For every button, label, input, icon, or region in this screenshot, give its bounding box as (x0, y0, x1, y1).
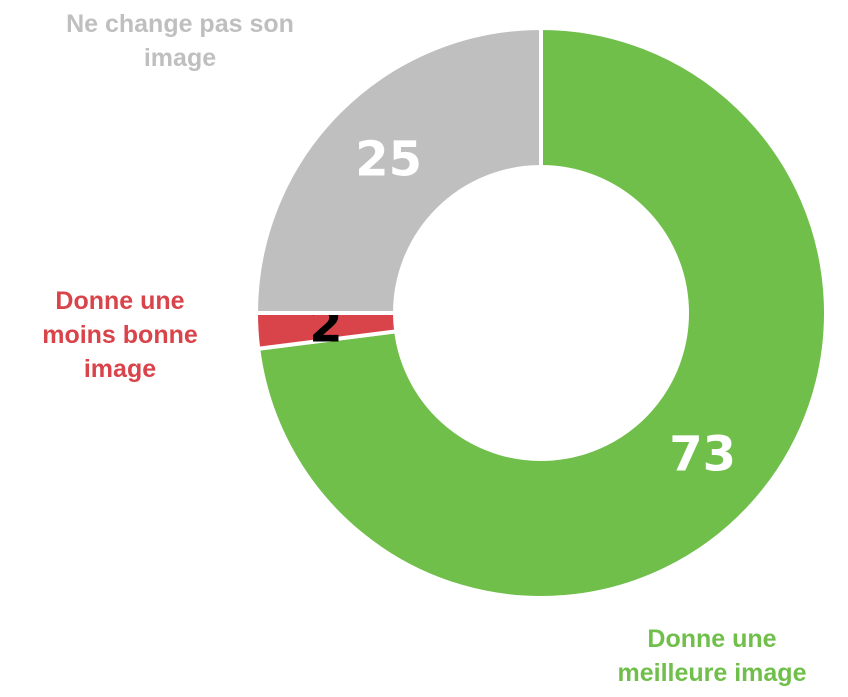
donut-slice (253, 25, 543, 315)
category-label: Ne change pas son image (66, 10, 294, 72)
donut-slice (256, 25, 828, 600)
category-label: Donne une moins bonne image (42, 287, 198, 383)
value-label: 73 (669, 427, 736, 483)
value-label: 25 (355, 132, 422, 188)
category-label: Donne une meilleure image (617, 625, 807, 687)
